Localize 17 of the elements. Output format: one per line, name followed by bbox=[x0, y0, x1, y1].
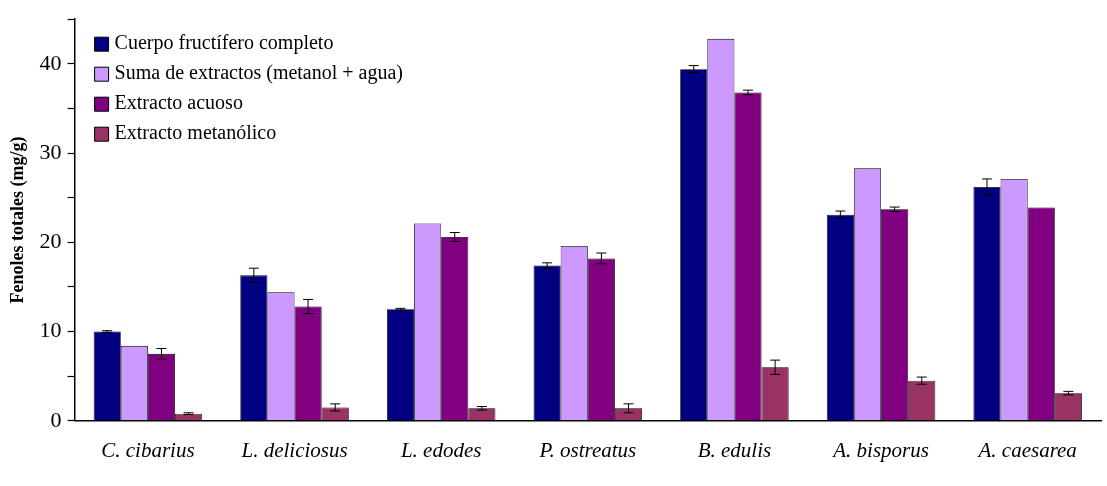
y-tick-label: 20 bbox=[39, 228, 62, 254]
legend-label: Extracto acuoso bbox=[114, 91, 243, 114]
y-tick-label: 40 bbox=[39, 49, 62, 75]
x-tick-label: A. caesarea bbox=[976, 437, 1077, 462]
x-tick-label: L. deliciosus bbox=[240, 437, 348, 462]
legend-label: Suma de extractos (metanol + agua) bbox=[114, 61, 404, 85]
legend-label: Cuerpo fructífero completo bbox=[114, 31, 334, 55]
y-axis-title: Fenoles totales (mg/g) bbox=[7, 136, 29, 304]
x-tick-label: C. cibarius bbox=[101, 437, 195, 462]
x-tick-label: P. ostreatus bbox=[538, 437, 637, 462]
y-tick-label: 30 bbox=[39, 138, 62, 164]
x-tick-label: A. bisporus bbox=[831, 437, 929, 462]
y-tick-label: 10 bbox=[39, 317, 62, 343]
y-tick-label: 0 bbox=[50, 406, 62, 432]
x-tick-label: L. edodes bbox=[399, 437, 482, 462]
x-tick-label: B. edulis bbox=[697, 437, 772, 462]
legend-label: Extracto metanólico bbox=[114, 121, 277, 144]
